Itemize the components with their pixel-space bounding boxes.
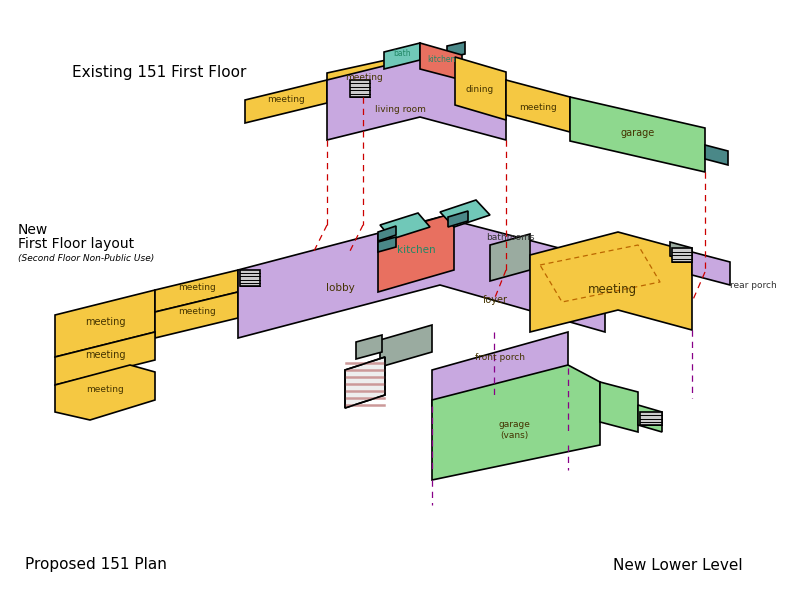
Text: meeting: meeting xyxy=(85,317,126,327)
Polygon shape xyxy=(638,405,662,432)
Polygon shape xyxy=(455,57,506,120)
Polygon shape xyxy=(378,213,454,292)
Text: foyer: foyer xyxy=(482,295,507,305)
Text: Proposed 151 Plan: Proposed 151 Plan xyxy=(25,557,167,572)
Polygon shape xyxy=(55,365,155,420)
Polygon shape xyxy=(672,248,692,262)
Text: bathrooms: bathrooms xyxy=(486,232,534,241)
Text: meeting: meeting xyxy=(178,283,216,292)
Polygon shape xyxy=(432,365,600,480)
Polygon shape xyxy=(600,382,638,432)
Polygon shape xyxy=(378,226,396,241)
Polygon shape xyxy=(570,97,705,172)
Polygon shape xyxy=(432,332,568,406)
Polygon shape xyxy=(245,80,327,123)
Polygon shape xyxy=(378,237,396,252)
Polygon shape xyxy=(380,325,432,367)
Polygon shape xyxy=(447,42,465,58)
Text: lobby: lobby xyxy=(326,283,354,293)
Text: meeting: meeting xyxy=(587,283,637,296)
Text: meeting: meeting xyxy=(519,103,557,112)
Text: meeting: meeting xyxy=(178,307,216,317)
Text: kitchen: kitchen xyxy=(397,245,435,255)
Polygon shape xyxy=(384,43,420,69)
Text: meeting: meeting xyxy=(345,73,383,82)
Text: Existing 151 First Floor: Existing 151 First Floor xyxy=(72,64,246,79)
Text: New Lower Level: New Lower Level xyxy=(613,557,742,572)
Polygon shape xyxy=(506,80,570,132)
Text: rear porch: rear porch xyxy=(730,280,777,289)
Polygon shape xyxy=(670,242,692,262)
Text: living room: living room xyxy=(374,106,426,115)
Polygon shape xyxy=(420,43,462,80)
Polygon shape xyxy=(240,270,260,286)
Polygon shape xyxy=(350,80,370,97)
Polygon shape xyxy=(155,270,238,312)
Text: New: New xyxy=(18,223,48,237)
Text: dining: dining xyxy=(466,85,494,94)
Polygon shape xyxy=(380,213,430,239)
Text: garage: garage xyxy=(621,128,655,138)
Polygon shape xyxy=(640,412,662,425)
Polygon shape xyxy=(490,234,530,281)
Text: (Second Floor Non-Public Use): (Second Floor Non-Public Use) xyxy=(18,253,154,263)
Polygon shape xyxy=(705,145,728,165)
Polygon shape xyxy=(155,292,238,338)
Text: First Floor layout: First Floor layout xyxy=(18,237,134,251)
Polygon shape xyxy=(327,57,506,140)
Text: kitchen: kitchen xyxy=(427,55,455,64)
Polygon shape xyxy=(440,200,490,227)
Text: meeting: meeting xyxy=(85,350,126,360)
Text: bath: bath xyxy=(393,49,411,58)
Polygon shape xyxy=(530,232,692,332)
Text: front porch: front porch xyxy=(475,352,525,361)
Polygon shape xyxy=(448,211,468,227)
Polygon shape xyxy=(345,357,385,408)
Text: meeting: meeting xyxy=(86,385,124,395)
Polygon shape xyxy=(238,217,605,338)
Text: garage
(vans): garage (vans) xyxy=(498,420,530,440)
Polygon shape xyxy=(55,290,155,357)
Text: meeting: meeting xyxy=(267,95,305,104)
Polygon shape xyxy=(55,332,155,385)
Polygon shape xyxy=(692,252,730,285)
Polygon shape xyxy=(327,57,400,102)
Polygon shape xyxy=(356,335,382,359)
